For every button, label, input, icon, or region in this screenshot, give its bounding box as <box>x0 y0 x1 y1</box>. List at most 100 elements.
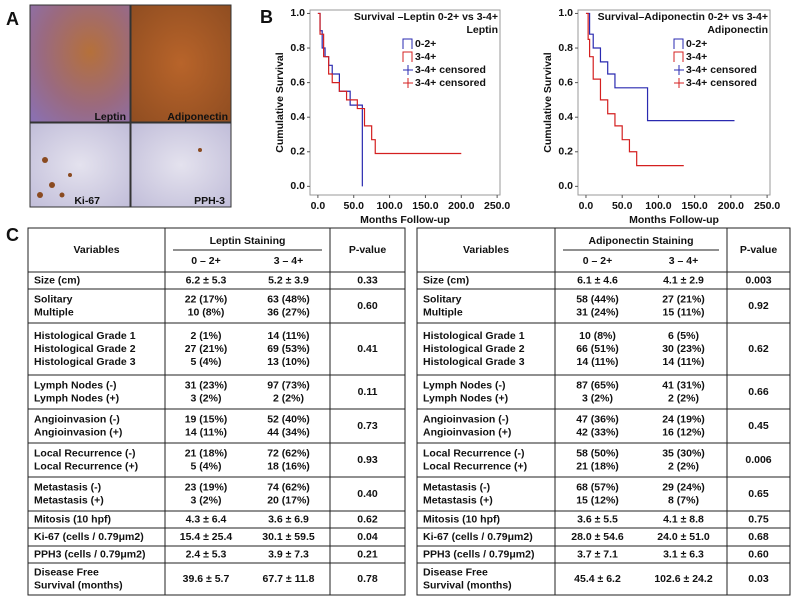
table-cell: 0.78 <box>357 573 378 585</box>
table-cell: 0.006 <box>745 454 771 466</box>
table-cell: Angioinvasion (-) <box>423 413 509 425</box>
x-tick-label: 100.0 <box>645 200 671 212</box>
legend-label: 3-4+ <box>686 51 707 63</box>
table-cell: 21 (18%) <box>576 460 619 472</box>
y-tick-label: 0.2 <box>290 146 305 158</box>
table-cell: 20 (17%) <box>267 494 310 506</box>
plot-frame <box>309 9 501 196</box>
table-cell: 58 (50%) <box>576 447 619 459</box>
table-cell: 10 (8%) <box>188 306 225 318</box>
micrograph <box>29 122 131 208</box>
chart-subtitle: Leptin <box>467 24 499 36</box>
survival-curve <box>585 12 684 167</box>
table-cell: 14 (11%) <box>185 426 227 438</box>
table-cell: 23 (19%) <box>185 481 228 493</box>
header-cell: P-value <box>349 244 387 256</box>
x-tick-label: 100.0 <box>376 200 402 212</box>
legend-symbol <box>673 38 684 49</box>
table-cell: Local Recurrence (+) <box>423 460 527 472</box>
table-cell: 2 (1%) <box>191 330 222 342</box>
header-cell: Variables <box>73 244 119 256</box>
table-cell: 15 (11%) <box>662 306 704 318</box>
table-cell: Angioinvasion (-) <box>34 413 120 425</box>
image-label: Leptin <box>95 111 127 123</box>
table-cell: 27 (21%) <box>662 293 705 305</box>
image-label: PPH-3 <box>194 195 225 207</box>
table-cell: Metastasis (-) <box>423 481 490 493</box>
axis-label: Cumulative Survival <box>274 52 286 152</box>
table-cell: 0.41 <box>357 343 378 355</box>
table-cell: Metastasis (+) <box>423 494 493 506</box>
table-cell: 72 (62%) <box>267 447 310 459</box>
table-cell: Disease Free <box>34 566 99 578</box>
y-tick-label: 0.6 <box>558 76 573 88</box>
table-cell: Lymph Nodes (-) <box>34 379 116 391</box>
table-cell: 0.93 <box>357 454 378 466</box>
table-cell: 0.03 <box>748 573 769 585</box>
table-cell: 3 (2%) <box>191 494 222 506</box>
legend-label: 3-4+ censored <box>415 77 486 89</box>
table-cell: 66 (51%) <box>576 343 619 355</box>
y-tick-label: 0.0 <box>290 180 305 192</box>
axis-label: Months Follow-up <box>360 214 450 226</box>
y-tick-label: 0.0 <box>558 180 573 192</box>
table-cell: 0.66 <box>748 386 769 398</box>
table-cell: Disease Free <box>423 566 488 578</box>
table-cell: 0.73 <box>357 420 378 432</box>
table-cell: Size (cm) <box>423 274 469 286</box>
table-cell: 2.4 ± 5.3 <box>186 548 227 560</box>
table-cell: Histological Grade 1 <box>423 330 525 342</box>
table-cell: 13 (10%) <box>267 356 310 368</box>
x-tick-label: 150.0 <box>412 200 438 212</box>
table-cell: 4.1 ± 2.9 <box>663 274 704 286</box>
table-cell: 31 (24%) <box>576 306 619 318</box>
table-cell: 0.40 <box>357 488 378 500</box>
table-cell: 0.62 <box>748 343 769 355</box>
table-cell: 102.6 ± 24.2 <box>654 573 712 585</box>
table-cell: 19 (15%) <box>185 413 228 425</box>
x-tick-label: 250.0 <box>484 200 510 212</box>
header-cell: P-value <box>740 244 778 256</box>
x-tick-label: 50.0 <box>612 200 633 212</box>
x-tick-label: 0.0 <box>579 200 594 212</box>
table-cell: 5 (4%) <box>191 356 222 368</box>
table-cell: 0.92 <box>748 300 769 312</box>
table-cell: 8 (7%) <box>668 494 699 506</box>
legend-label: 0-2+ <box>686 38 707 50</box>
axis-label: Months Follow-up <box>629 214 719 226</box>
table-cell: Histological Grade 2 <box>34 343 136 355</box>
y-tick-label: 0.8 <box>290 42 305 54</box>
legend-symbol <box>403 65 413 75</box>
legend-label: 3-4+ censored <box>415 64 486 76</box>
header-cell: 3 – 4+ <box>274 255 304 267</box>
table-cell: 31 (23%) <box>185 379 228 391</box>
table-cell: Local Recurrence (-) <box>34 447 136 459</box>
table-cell: 4.3 ± 6.4 <box>186 513 227 525</box>
table-cell: 74 (62%) <box>267 481 310 493</box>
y-tick-label: 1.0 <box>558 7 573 19</box>
table-cell: Histological Grade 1 <box>34 330 136 342</box>
table-cell: 52 (40%) <box>267 413 310 425</box>
table-cell: Solitary <box>423 293 462 305</box>
table-cell: Histological Grade 3 <box>34 356 136 368</box>
table-cell: 29 (24%) <box>662 481 705 493</box>
table-cell: Local Recurrence (-) <box>423 447 525 459</box>
table-cell: Histological Grade 2 <box>423 343 525 355</box>
table-cell: 2 (2%) <box>668 392 699 404</box>
table-cell: 6.2 ± 5.3 <box>186 274 227 286</box>
table-cell: PPH3 (cells / 0.79μm2) <box>34 548 145 560</box>
table-cell: 4.1 ± 8.8 <box>663 513 704 525</box>
table-cell: 58 (44%) <box>576 293 619 305</box>
survival-curve <box>585 12 735 122</box>
table-cell: 27 (21%) <box>185 343 228 355</box>
legend-symbol <box>403 78 413 88</box>
header-cell: 0 – 2+ <box>583 255 613 267</box>
table-cell: 63 (48%) <box>267 293 310 305</box>
table-cell: 0.65 <box>748 488 769 500</box>
legend-label: 3-4+ censored <box>686 64 757 76</box>
table-cell: 87 (65%) <box>576 379 619 391</box>
table-cell: 97 (73%) <box>267 379 310 391</box>
axis-label: Cumulative Survival <box>542 52 554 152</box>
panel-label: A <box>6 9 19 29</box>
table-cell: 22 (17%) <box>185 293 228 305</box>
